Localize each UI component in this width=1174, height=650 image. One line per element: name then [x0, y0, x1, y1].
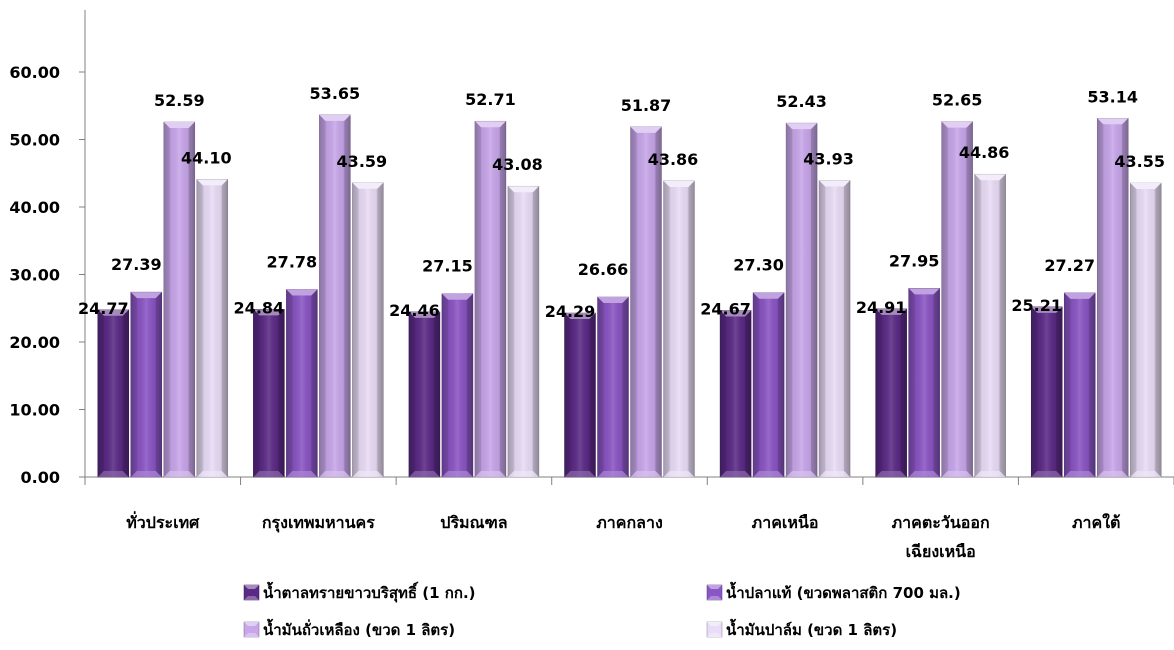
data-label: 43.55 — [1114, 152, 1165, 171]
bar — [908, 288, 940, 478]
data-label: 25.21 — [1011, 296, 1062, 315]
data-label: 27.15 — [422, 257, 473, 276]
x-tick-label: ปริมณฑล — [440, 513, 507, 532]
data-label: 44.10 — [181, 148, 232, 167]
bar — [1030, 306, 1063, 478]
y-tick-label: 0.00 — [21, 468, 60, 487]
bar — [163, 121, 196, 478]
legend-item: น้ำตาลทรายขาวบริสุทธิ์ (1 กก.) — [243, 581, 476, 603]
legend-label: น้ำปลาแท้ (ขวดพลาสติก 700 มล.) — [726, 581, 961, 602]
y-tick-label: 60.00 — [9, 63, 60, 82]
data-label: 43.93 — [803, 149, 854, 168]
bar — [507, 185, 540, 478]
data-labels: 24.77 27.39 52.59 44.10 24.84 27.78 53.65 43.59… — [78, 84, 1165, 321]
bar — [597, 296, 629, 478]
bar — [441, 293, 474, 478]
bar — [474, 120, 507, 478]
data-label: 27.30 — [733, 256, 784, 275]
bar — [974, 173, 1006, 478]
data-label: 53.65 — [310, 84, 361, 103]
data-label: 26.66 — [578, 260, 629, 279]
data-label: 27.95 — [889, 251, 940, 270]
legend-label: น้ำตาลทรายขาวบริสุทธิ์ (1 กก.) — [263, 581, 476, 603]
bar — [130, 291, 163, 478]
data-label: 27.78 — [267, 252, 318, 271]
data-label: 24.46 — [389, 301, 440, 320]
y-tick-label: 30.00 — [9, 266, 60, 285]
x-tick-label: ภาคตะวันออก — [892, 513, 990, 532]
bar — [408, 311, 441, 478]
data-label: 52.43 — [776, 92, 827, 111]
data-label: 24.84 — [234, 298, 285, 317]
x-tick-label: ภาคเหนือ — [752, 513, 819, 532]
legend-item: น้ำปลาแท้ (ขวดพลาสติก 700 มล.) — [706, 581, 961, 602]
bar — [941, 121, 973, 478]
data-label: 52.71 — [465, 90, 516, 109]
data-label: 52.59 — [154, 91, 205, 110]
bar — [1063, 292, 1096, 478]
legend-label: น้ำมันถั่วเหลือง (ขวด 1 ลิตร) — [263, 618, 455, 639]
data-label: 43.08 — [492, 155, 543, 174]
legend-item: น้ำมันปาล์ม (ขวด 1 ลิตร) — [706, 618, 897, 639]
x-tick-label: กรุงเทพมหานคร — [262, 513, 375, 533]
data-label: 24.91 — [856, 298, 907, 317]
data-label: 27.39 — [111, 255, 162, 274]
data-label: 53.14 — [1087, 87, 1138, 106]
x-tick-label: ภาคกลาง — [596, 513, 663, 532]
bar — [875, 308, 907, 478]
bar — [352, 182, 384, 478]
y-tick-label: 20.00 — [9, 333, 60, 352]
bar — [630, 126, 662, 478]
bar — [564, 312, 596, 478]
data-label: 44.86 — [959, 143, 1010, 162]
y-tick-label: 10.00 — [9, 401, 60, 420]
bar — [1096, 118, 1129, 478]
data-label: 51.87 — [621, 96, 672, 115]
bars — [97, 114, 1162, 478]
bar — [286, 289, 318, 478]
legend-item: น้ำมันถั่วเหลือง (ขวด 1 ลิตร) — [243, 618, 455, 639]
bar — [752, 292, 785, 478]
x-tick-label: เฉียงเหนือ — [906, 542, 976, 561]
bar — [818, 180, 851, 478]
legend-label: น้ำมันปาล์ม (ขวด 1 ลิตร) — [726, 618, 897, 639]
bar — [253, 309, 285, 478]
bar — [1129, 182, 1162, 478]
bar — [196, 179, 229, 478]
y-tick-label: 40.00 — [9, 198, 60, 217]
legend: น้ำตาลทรายขาวบริสุทธิ์ (1 กก.) น้ำปลาแท้ … — [243, 581, 961, 639]
x-tick-label: ทั่วประเทศ — [126, 511, 200, 532]
data-label: 43.59 — [337, 152, 388, 171]
data-label: 43.86 — [648, 150, 699, 169]
data-label: 52.65 — [932, 91, 983, 110]
data-label: 24.67 — [700, 299, 751, 318]
bar — [785, 122, 818, 478]
data-label: 24.77 — [78, 299, 129, 318]
bar — [719, 310, 752, 478]
bar — [319, 114, 351, 478]
data-label: 24.29 — [545, 302, 596, 321]
bar — [663, 180, 695, 478]
category-labels: ทั่วประเทศ กรุงเทพมหานคร ปริมณฑล ภาคกลาง ภาค… — [126, 511, 1120, 561]
data-label: 27.27 — [1044, 256, 1095, 275]
bar — [97, 309, 130, 478]
x-tick-label: ภาคใต้ — [1072, 513, 1120, 532]
y-tick-label: 50.00 — [9, 131, 60, 150]
